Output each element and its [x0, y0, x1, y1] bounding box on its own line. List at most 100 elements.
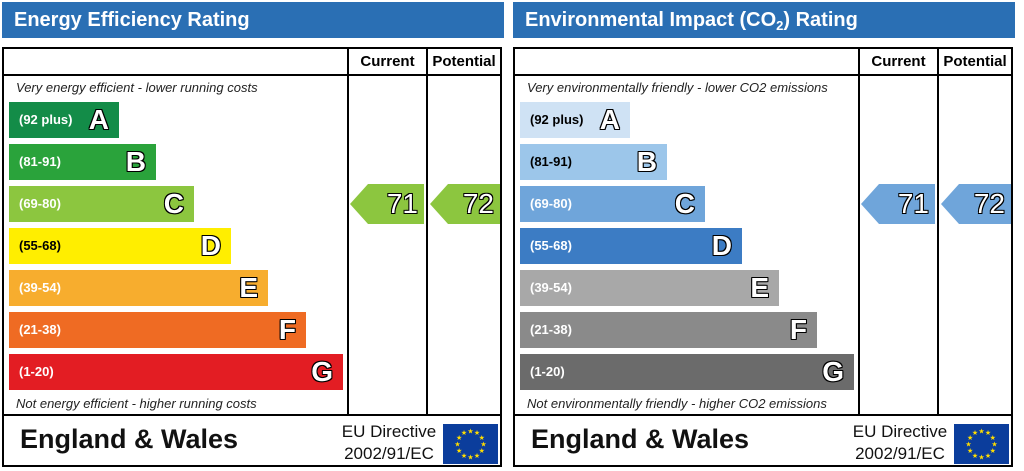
eu-star-icon: ★: [965, 441, 971, 449]
band-range: (55-68): [530, 238, 572, 253]
eu-flag-icon: ★ ★ ★ ★ ★ ★ ★ ★ ★ ★ ★ ★: [443, 424, 498, 464]
eu-flag-icon: ★ ★ ★ ★ ★ ★ ★ ★ ★ ★ ★ ★: [954, 424, 1009, 464]
eu-star-icon: ★: [479, 434, 485, 442]
eu-star-icon: ★: [972, 429, 978, 437]
band-letter: C: [674, 188, 695, 219]
environmental-impact-panel: Environmental Impact (CO2) Rating Curren…: [511, 0, 1017, 471]
rating-band-a: (92 plus) A: [520, 102, 630, 138]
rating-frame: [513, 47, 1013, 467]
eu-star-icon: ★: [474, 452, 480, 460]
eu-star-icon: ★: [456, 434, 462, 442]
directive-code: 2002/91/EC: [344, 444, 434, 463]
directive-line: EU Directive: [852, 422, 948, 441]
region-label: England & Wales: [20, 424, 239, 454]
eu-star-icon: ★: [972, 452, 978, 460]
bottom-note: Not energy efficient - higher running co…: [16, 396, 257, 411]
eu-star-icon: ★: [967, 447, 973, 455]
band-range: (81-91): [530, 154, 572, 169]
eu-star-icon: ★: [985, 429, 991, 437]
divider: [858, 49, 860, 416]
band-range: (55-68): [19, 238, 61, 253]
rating-band-b: (81-91) B: [520, 144, 667, 180]
panel-title: Environmental Impact (CO2) Rating: [513, 2, 1015, 38]
band-letter: F: [278, 314, 296, 345]
eu-directive: EU Directive 2002/91/EC: [337, 421, 441, 465]
rating-band-a: (92 plus) A: [9, 102, 119, 138]
rating-frame: [2, 47, 502, 467]
divider: [426, 49, 428, 416]
top-note: Very environmentally friendly - lower CO…: [527, 80, 828, 95]
rating-band-f: (21-38) F: [520, 312, 817, 348]
band-range: (92 plus): [19, 112, 73, 127]
eu-star-icon: ★: [479, 447, 485, 455]
eu-star-icon: ★: [467, 454, 473, 462]
column-header-current: Current: [871, 53, 926, 70]
top-note: Very energy efficient - lower running co…: [16, 80, 258, 95]
column-header-potential: Potential: [432, 53, 496, 70]
current-rating-arrow: 71: [861, 184, 935, 224]
eu-star-icon: ★: [978, 454, 984, 462]
band-letter: B: [636, 146, 657, 177]
band-letter: C: [163, 188, 184, 219]
current-rating-arrow: 71: [350, 184, 424, 224]
rating-band-f: (21-38) F: [9, 312, 306, 348]
divider: [937, 49, 939, 416]
band-letter: D: [200, 230, 221, 261]
eu-star-icon: ★: [978, 428, 984, 436]
bottom-note: Not environmentally friendly - higher CO…: [527, 396, 827, 411]
eu-star-icon: ★: [454, 441, 460, 449]
eu-star-icon: ★: [474, 429, 480, 437]
panel-title: Energy Efficiency Rating: [2, 2, 504, 38]
rating-band-b: (81-91) B: [9, 144, 156, 180]
band-range: (69-80): [530, 196, 572, 211]
rating-band-c: (69-80) C: [520, 186, 705, 222]
band-letter: F: [789, 314, 807, 345]
region-label: England & Wales: [531, 424, 750, 454]
band-range: (21-38): [19, 322, 61, 337]
rating-band-e: (39-54) E: [520, 270, 779, 306]
band-range: (39-54): [530, 280, 572, 295]
rating-band-d: (55-68) D: [9, 228, 231, 264]
rating-band-g: (1-20) G: [9, 354, 343, 390]
eu-star-icon: ★: [985, 452, 991, 460]
band-letter: D: [711, 230, 732, 261]
rating-band-e: (39-54) E: [9, 270, 268, 306]
band-letter: A: [88, 104, 109, 135]
divider: [515, 74, 1011, 76]
rating-band-c: (69-80) C: [9, 186, 194, 222]
band-range: (1-20): [19, 364, 54, 379]
divider: [515, 414, 1011, 416]
divider: [347, 49, 349, 416]
eu-star-icon: ★: [990, 434, 996, 442]
band-letter: G: [311, 356, 333, 387]
column-header-current: Current: [360, 53, 415, 70]
band-range: (39-54): [19, 280, 61, 295]
directive-code: 2002/91/EC: [855, 444, 945, 463]
band-range: (81-91): [19, 154, 61, 169]
eu-star-icon: ★: [991, 441, 997, 449]
eu-star-icon: ★: [461, 452, 467, 460]
column-header-potential: Potential: [943, 53, 1007, 70]
eu-star-icon: ★: [990, 447, 996, 455]
band-letter: E: [239, 272, 258, 303]
band-range: (1-20): [530, 364, 565, 379]
band-letter: B: [125, 146, 146, 177]
eu-star-icon: ★: [461, 429, 467, 437]
eu-directive: EU Directive 2002/91/EC: [848, 421, 952, 465]
eu-star-icon: ★: [480, 441, 486, 449]
band-letter: A: [599, 104, 620, 135]
energy-efficiency-panel: Energy Efficiency Rating Current Potenti…: [0, 0, 506, 471]
rating-band-d: (55-68) D: [520, 228, 742, 264]
eu-star-icon: ★: [967, 434, 973, 442]
divider: [4, 74, 500, 76]
rating-band-g: (1-20) G: [520, 354, 854, 390]
band-range: (69-80): [19, 196, 61, 211]
directive-line: EU Directive: [341, 422, 437, 441]
divider: [4, 414, 500, 416]
band-letter: E: [750, 272, 769, 303]
eu-star-icon: ★: [456, 447, 462, 455]
band-letter: G: [822, 356, 844, 387]
band-range: (21-38): [530, 322, 572, 337]
eu-star-icon: ★: [467, 428, 473, 436]
band-range: (92 plus): [530, 112, 584, 127]
